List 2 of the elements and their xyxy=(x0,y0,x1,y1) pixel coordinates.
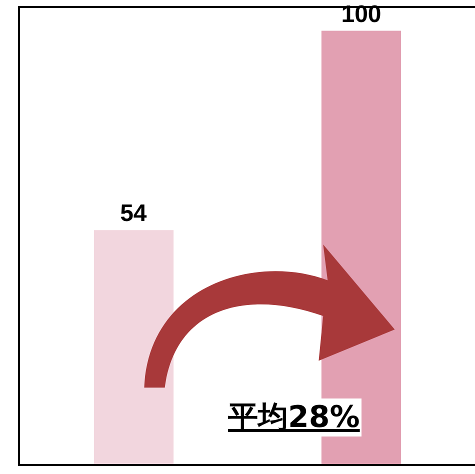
annotation: 平均28% xyxy=(227,400,360,435)
data-label: 54 xyxy=(120,200,148,228)
